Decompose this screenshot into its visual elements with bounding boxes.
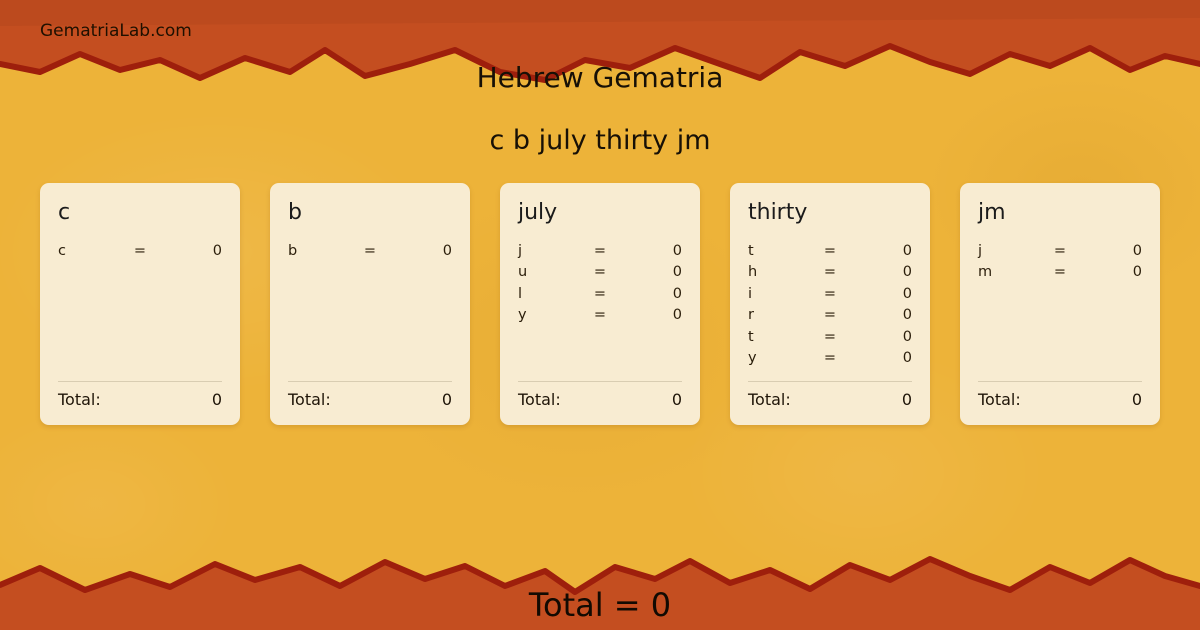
word-card-july: july j = 0 u = 0 l = 0 y = 0 Total: 0	[500, 183, 700, 425]
card-total-value: 0	[441, 390, 452, 409]
letter-rows: b = 0	[288, 241, 452, 381]
letter-row: y = 0	[518, 305, 682, 326]
brand-logo-text: GematriaLab.com	[40, 21, 192, 41]
equals-sign: =	[823, 307, 837, 324]
letter-value: 0	[1132, 243, 1142, 259]
letter-row: u = 0	[518, 262, 682, 283]
letter-row: h = 0	[748, 262, 912, 283]
card-word: july	[518, 200, 558, 225]
equals-sign: =	[593, 264, 607, 281]
torn-edge-top	[0, 0, 1200, 83]
card-total-row: Total: 0	[518, 389, 682, 411]
letter-value: 0	[902, 243, 912, 259]
letter-row: b = 0	[288, 241, 452, 262]
phrase-text: c b july thirty jm	[489, 125, 711, 156]
letter-row: y = 0	[748, 348, 912, 369]
card-divider	[58, 381, 222, 382]
letter-value: 0	[902, 328, 912, 345]
card-word: thirty	[748, 200, 808, 225]
card-word: c	[58, 200, 71, 225]
letter-label: t	[748, 243, 754, 259]
letter-label: j	[978, 243, 983, 259]
letter-value: 0	[212, 243, 222, 259]
letter-label: y	[518, 307, 527, 324]
equals-sign: =	[823, 285, 837, 302]
card-total-label: Total:	[518, 390, 561, 409]
card-total-label: Total:	[58, 390, 101, 409]
letter-label: t	[748, 328, 754, 345]
card-total-row: Total: 0	[288, 389, 452, 411]
word-card-b: b b = 0 Total: 0	[270, 183, 470, 425]
letter-label: b	[288, 243, 298, 259]
letter-row: r = 0	[748, 305, 912, 326]
letter-label: m	[978, 264, 993, 281]
word-card-c: c c = 0 Total: 0	[40, 183, 240, 425]
letter-value: 0	[1132, 264, 1142, 281]
letter-value: 0	[672, 264, 682, 281]
letter-value: 0	[902, 264, 912, 281]
letter-value: 0	[902, 350, 912, 367]
letter-value: 0	[672, 243, 682, 259]
letter-row: j = 0	[518, 241, 682, 262]
card-total-value: 0	[1131, 390, 1142, 409]
equals-sign: =	[593, 285, 607, 302]
letter-label: l	[518, 285, 523, 302]
letter-row: i = 0	[748, 284, 912, 305]
card-total-row: Total: 0	[978, 389, 1142, 411]
letter-value: 0	[902, 285, 912, 302]
letter-row: j = 0	[978, 241, 1142, 262]
card-total-value: 0	[211, 390, 222, 409]
cards-row: c c = 0 Total: 0 b b = 0 Total: 0 july j = 0 u = 0 l = 0 y = 0 To…	[40, 183, 1160, 425]
card-divider	[748, 381, 912, 382]
letter-value: 0	[442, 243, 452, 259]
equals-sign: =	[823, 264, 837, 281]
card-total-label: Total:	[978, 390, 1021, 409]
card-total-row: Total: 0	[748, 389, 912, 411]
grand-total: Total = 0	[528, 586, 672, 624]
card-word: jm	[978, 200, 1006, 225]
letter-rows: t = 0 h = 0 i = 0 r = 0 t = 0 y = 0	[748, 241, 912, 381]
equals-sign: =	[133, 243, 147, 259]
equals-sign: =	[363, 243, 377, 259]
equals-sign: =	[823, 328, 837, 345]
letter-value: 0	[902, 307, 912, 324]
letter-value: 0	[672, 285, 682, 302]
torn-edge-bottom	[0, 556, 1200, 630]
letter-label: j	[518, 243, 523, 259]
letter-rows: c = 0	[58, 241, 222, 381]
letter-row: l = 0	[518, 284, 682, 305]
word-card-jm: jm j = 0 m = 0 Total: 0	[960, 183, 1160, 425]
equals-sign: =	[593, 307, 607, 324]
equals-sign: =	[823, 350, 837, 367]
card-total-value: 0	[901, 390, 912, 409]
letter-row: t = 0	[748, 241, 912, 262]
equals-sign: =	[1053, 264, 1067, 281]
equals-sign: =	[1053, 243, 1067, 259]
letter-label: y	[748, 350, 757, 367]
card-divider	[978, 381, 1142, 382]
letter-label: r	[748, 307, 754, 324]
card-divider	[518, 381, 682, 382]
word-card-thirty: thirty t = 0 h = 0 i = 0 r = 0 t = 0 y = 0 Total: 0	[730, 183, 930, 425]
letter-label: c	[58, 243, 66, 259]
letter-label: i	[748, 285, 753, 302]
equals-sign: =	[593, 243, 607, 259]
card-total-row: Total: 0	[58, 389, 222, 411]
card-total-label: Total:	[748, 390, 791, 409]
letter-value: 0	[672, 307, 682, 324]
letter-label: h	[748, 264, 758, 281]
card-word: b	[288, 200, 302, 225]
card-total-value: 0	[671, 390, 682, 409]
letter-row: c = 0	[58, 241, 222, 262]
letter-row: m = 0	[978, 262, 1142, 283]
letter-rows: j = 0 u = 0 l = 0 y = 0	[518, 241, 682, 381]
letter-label: u	[518, 264, 528, 281]
page-title: Hebrew Gematria	[476, 61, 724, 94]
letter-row: t = 0	[748, 327, 912, 348]
equals-sign: =	[823, 243, 837, 259]
card-divider	[288, 381, 452, 382]
letter-rows: j = 0 m = 0	[978, 241, 1142, 381]
card-total-label: Total:	[288, 390, 331, 409]
